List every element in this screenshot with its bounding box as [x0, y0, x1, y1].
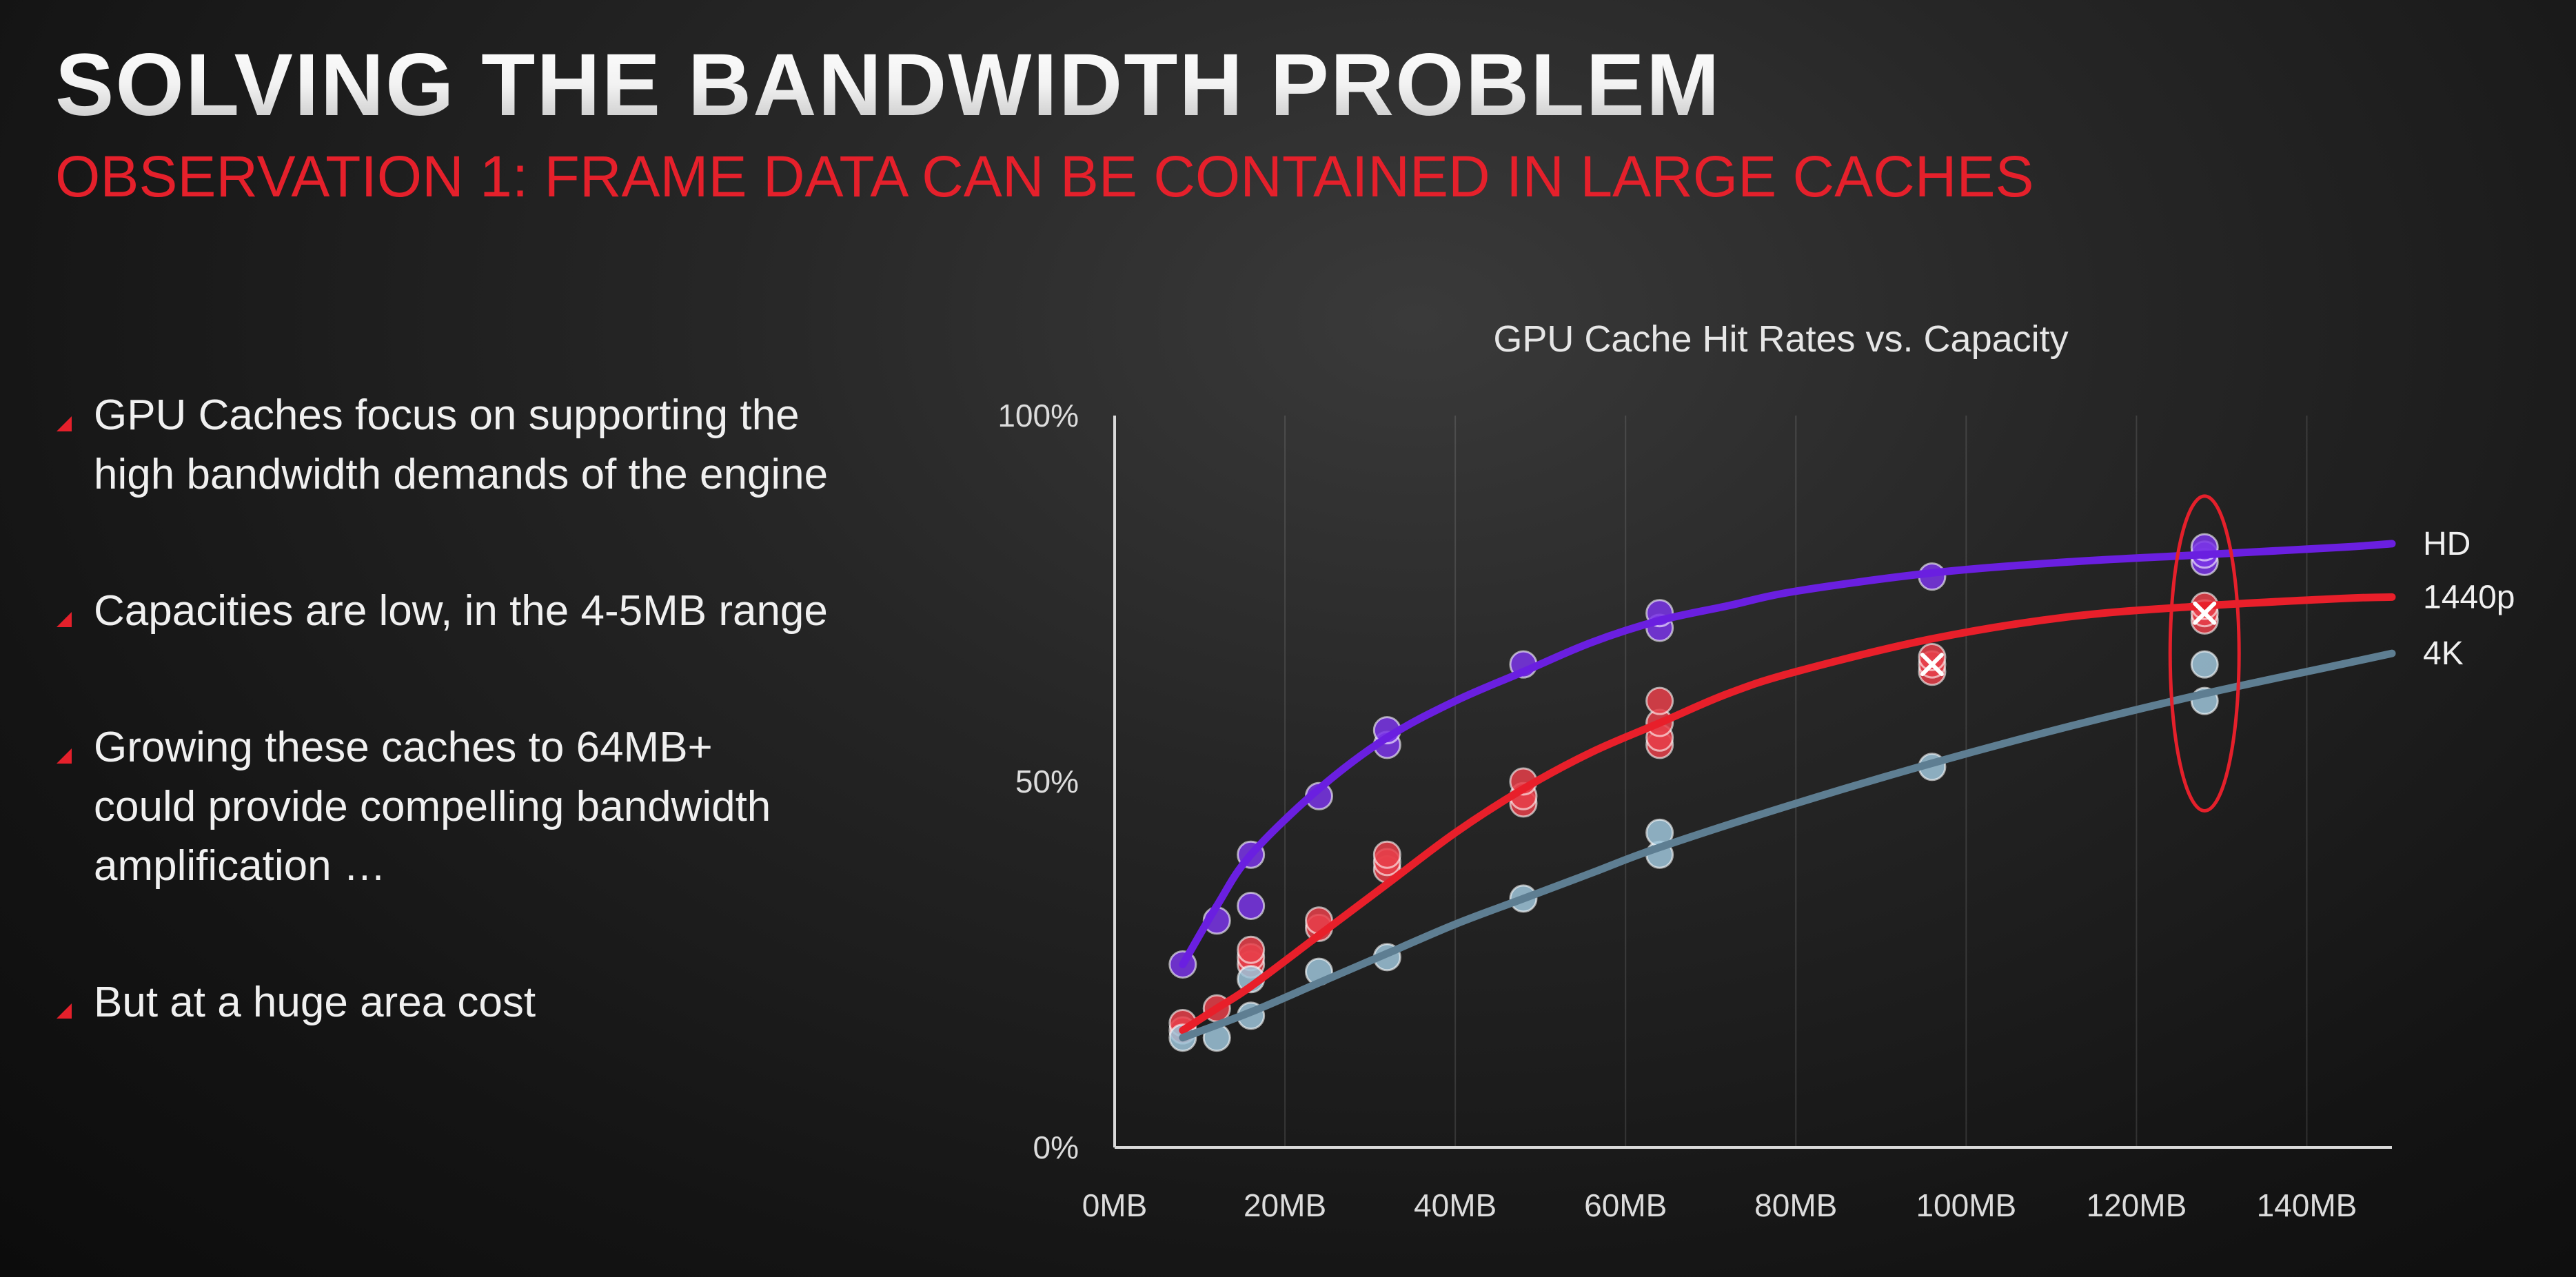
data-point-1440p [1237, 935, 1266, 964]
x-tick-label: 80MB [1754, 1187, 1837, 1223]
data-point-1440p [1645, 686, 1674, 715]
bullet-item: GPU Caches focus on supporting the high … [55, 386, 924, 504]
bullet-text: But at a huge area cost [94, 979, 536, 1026]
bullet-item: But at a huge area cost [55, 973, 924, 1032]
bullet-list: GPU Caches focus on supporting the high … [55, 386, 924, 1032]
slide-title: SOLVING THE BANDWIDTH PROBLEM [55, 36, 1721, 134]
y-tick-label: 0% [1033, 1130, 1079, 1165]
x-tick-label: 140MB [2257, 1187, 2357, 1223]
x-mark-icon [1920, 653, 1944, 677]
data-point-4k [2190, 650, 2219, 679]
x-tick-label: 60MB [1584, 1187, 1667, 1223]
red-triangle-icon [57, 748, 72, 764]
legend-label-4k: 4K [2423, 635, 2464, 672]
legend-label-hd: HD [2423, 526, 2471, 562]
bullet-item: Capacities are low, in the 4-5MB range [55, 582, 924, 641]
trend-line-hd [1179, 540, 2396, 968]
x-mark-icon [2193, 601, 2217, 625]
data-point-1440p [1918, 642, 1947, 671]
bullet-text: Growing these caches to 64MB+ could prov… [94, 724, 771, 890]
x-tick-label: 40MB [1414, 1187, 1497, 1223]
y-tick-label: 50% [1015, 764, 1079, 799]
red-triangle-icon [57, 1003, 72, 1019]
y-tick-label: 100% [997, 398, 1079, 433]
x-tick-label: 0MB [1082, 1187, 1148, 1223]
highlight-ellipse [2168, 494, 2241, 813]
bullet-text: GPU Caches focus on supporting the high … [94, 391, 829, 498]
slide-subtitle: OBSERVATION 1: FRAME DATA CAN BE CONTAIN… [55, 144, 2034, 209]
trend-line-4k [1179, 649, 2396, 1042]
x-tick-label: 120MB [2087, 1187, 2187, 1223]
x-tick-label: 20MB [1244, 1187, 1326, 1223]
red-triangle-icon [57, 416, 72, 431]
bullet-item: Growing these caches to 64MB+ could prov… [55, 718, 924, 896]
bullet-text: Capacities are low, in the 4-5MB range [94, 587, 828, 635]
red-triangle-icon [57, 612, 72, 627]
trend-line-1440p [1179, 593, 2396, 1034]
chart-title: GPU Cache Hit Rates vs. Capacity [1493, 318, 2068, 360]
data-point-1440p [1372, 840, 1401, 869]
legend-label-1440p: 1440p [2423, 579, 2515, 615]
data-point-hd [1237, 892, 1266, 921]
x-tick-label: 100MB [1916, 1187, 2016, 1223]
